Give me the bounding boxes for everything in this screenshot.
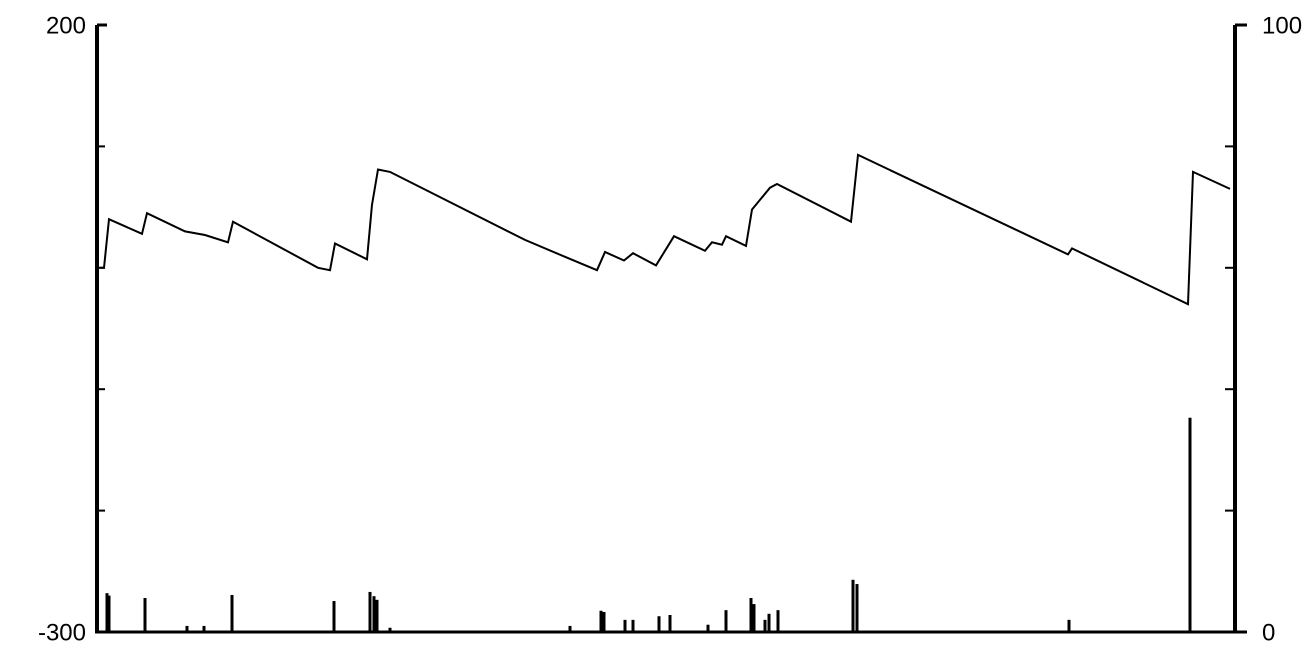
bar (375, 599, 379, 632)
bar (657, 616, 661, 632)
bar (851, 579, 855, 632)
bar (368, 591, 372, 632)
bar (724, 610, 728, 632)
bar (202, 625, 206, 632)
y2-tick-label: 0 (1262, 619, 1275, 646)
bar (107, 595, 111, 632)
bar (388, 627, 392, 632)
bar (599, 610, 603, 632)
bar (1067, 619, 1071, 632)
bar (602, 611, 606, 632)
bar (706, 624, 710, 632)
bar (332, 601, 336, 632)
bar (668, 615, 672, 632)
y-tick-label: 200 (46, 12, 86, 39)
bar (776, 610, 780, 632)
bar (749, 598, 753, 632)
bar (763, 619, 767, 632)
y2-tick-label: 100 (1262, 12, 1302, 39)
y-tick-label: -300 (38, 619, 86, 646)
bar (767, 613, 771, 632)
bar (855, 584, 859, 632)
bar (623, 619, 627, 632)
bar (1188, 417, 1192, 632)
bar (185, 625, 189, 632)
bar (105, 593, 109, 632)
bar (752, 604, 756, 632)
bar (631, 619, 635, 632)
line-series (100, 153, 1231, 306)
bar (568, 625, 572, 632)
bar (143, 598, 147, 632)
bar (372, 596, 376, 632)
bar (230, 594, 234, 632)
